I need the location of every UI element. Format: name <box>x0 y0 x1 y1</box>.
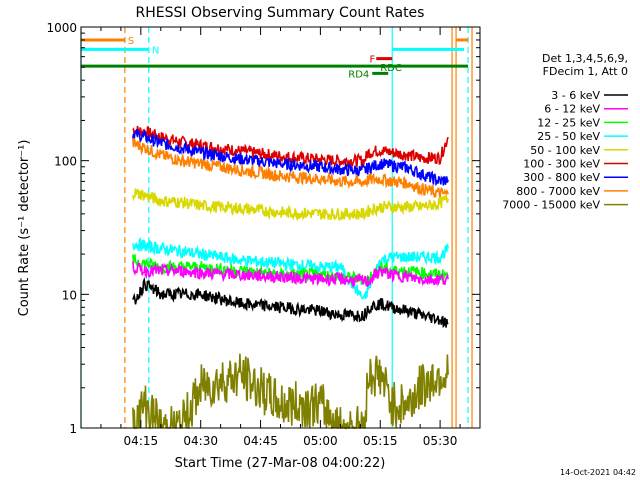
series-line-6 <box>132 261 449 289</box>
legend-label-5: 100 - 300 keV <box>523 158 600 171</box>
series-group <box>132 125 449 431</box>
y-tick-label-3: 1000 <box>46 21 77 35</box>
y-tick-label-0: 1 <box>69 422 77 436</box>
x-axis-label: Start Time (27-Mar-08 04:00:22) <box>175 456 386 471</box>
series-line-7 <box>132 276 449 329</box>
legend-label-3: 25 - 50 keV <box>537 130 600 143</box>
plot-background <box>81 27 480 428</box>
series-line-1 <box>132 129 449 187</box>
series-line-3 <box>132 188 449 222</box>
y-tick-label-2: 100 <box>54 155 77 169</box>
legend-label-1: 6 - 12 keV <box>544 103 600 116</box>
flag-label-0: S <box>128 36 134 47</box>
legend-label-2: 12 - 25 keV <box>537 116 600 129</box>
axes: 1 10 100 1000 04:15 04:30 04:45 05:00 05:15 05:30 <box>46 21 481 448</box>
footer-timestamp: 14-Oct-2021 04:42 <box>560 468 636 477</box>
series-line-2 <box>132 138 449 199</box>
y-axis-label: Count Rate (s⁻¹ detector⁻¹) <box>17 140 32 317</box>
x-tick-label-1: 04:30 <box>183 434 218 448</box>
legend-label-0: 3 - 6 keV <box>551 89 600 102</box>
legend: Det 1,3,4,5,6,9,FDecim 1, Att 0 3 - 6 keV… <box>502 52 628 212</box>
flag-group: S N F RDC RD4 <box>81 36 469 80</box>
legend-label-4: 50 - 100 keV <box>530 144 600 157</box>
series-line-4 <box>132 236 449 300</box>
series-line-0 <box>132 125 449 170</box>
series-line-8 <box>132 353 449 431</box>
legend-header-0: Det 1,3,4,5,6,9, <box>542 52 628 65</box>
x-tick-label-3: 05:00 <box>303 434 338 448</box>
y-tick-label-1: 10 <box>62 288 77 302</box>
flag-label-6: RD4 <box>348 69 369 80</box>
plot-area <box>81 27 480 428</box>
x-tick-label-0: 04:15 <box>124 434 159 448</box>
flag-label-5: RDC <box>380 63 402 74</box>
x-tick-label-5: 05:30 <box>423 434 458 448</box>
flag-label-4: F <box>369 55 375 66</box>
x-tick-label-2: 04:45 <box>243 434 278 448</box>
legend-label-6: 300 - 800 keV <box>523 171 600 184</box>
x-tick-label-4: 05:15 <box>363 434 398 448</box>
legend-label-7: 800 - 7000 keV <box>516 185 600 198</box>
legend-header-1: FDecim 1, Att 0 <box>543 65 628 78</box>
chart-title: RHESSI Observing Summary Count Rates <box>136 5 425 21</box>
legend-label-8: 7000 - 15000 keV <box>502 199 600 212</box>
flag-label-1: N <box>152 45 159 56</box>
